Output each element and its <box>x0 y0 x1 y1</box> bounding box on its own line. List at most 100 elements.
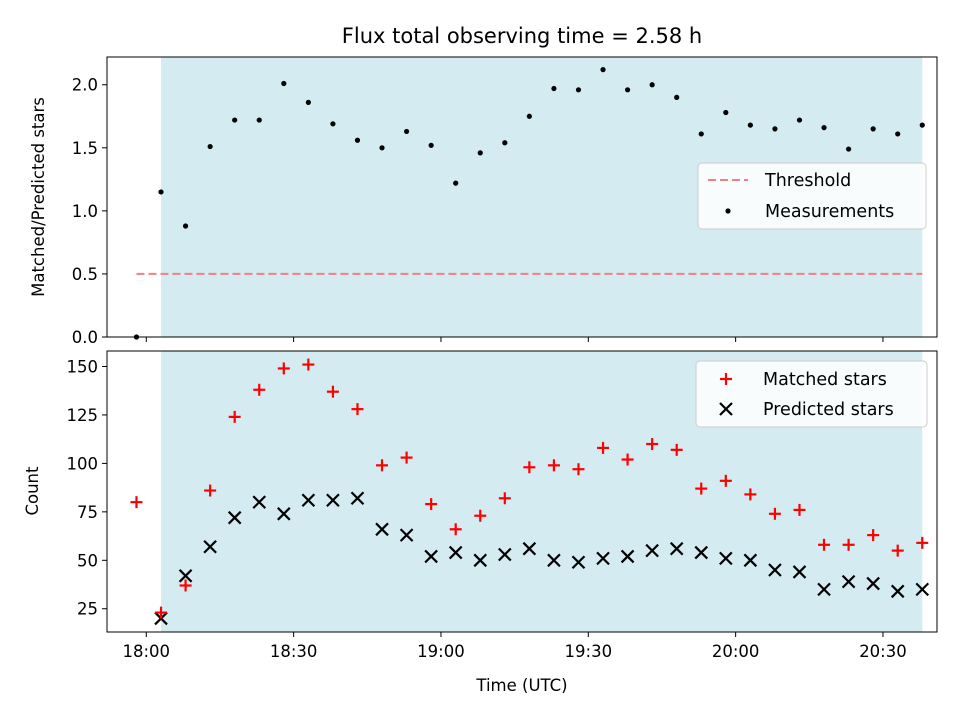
matched-star-point <box>400 451 413 464</box>
measurement-point <box>674 94 680 100</box>
measurement-point <box>281 80 287 87</box>
predicted-legend-marker <box>719 402 733 416</box>
predicted-star-point <box>473 553 488 568</box>
predicted-star-point <box>498 547 512 562</box>
bottom-legend: Matched stars Predicted stars <box>695 360 928 428</box>
matched-star-point <box>867 529 880 542</box>
predicted-star-point <box>645 543 659 558</box>
measurement-point <box>723 109 729 116</box>
measurement-point <box>821 125 827 131</box>
predicted-star-point <box>768 563 782 577</box>
predicted-star-point <box>203 539 217 554</box>
measurement-point <box>796 117 803 123</box>
matched-star-point <box>179 579 192 592</box>
top-x-axis-ticks <box>145 337 884 342</box>
predicted-star-point <box>399 528 414 542</box>
matched-star-point <box>228 410 241 423</box>
bottom-x-tick-label: 19:30 <box>565 642 613 661</box>
measurement-point <box>403 128 410 135</box>
matched-legend-label: Matched stars <box>763 370 887 390</box>
matched-star-point <box>130 496 143 509</box>
bottom-x-tick-label: 19:00 <box>417 642 465 661</box>
measurement-point <box>649 82 655 88</box>
bottom-y-tick-label: 125 <box>67 406 99 425</box>
predicted-star-point <box>350 491 365 506</box>
panel-bottom: 25 50 75 100 125 150 18:00 18:30 19:00 19:30 20:0… <box>23 350 938 695</box>
matched-star-point <box>376 459 389 472</box>
top-legend: Threshold Measurements <box>697 162 927 230</box>
matched-legend-marker <box>720 373 732 385</box>
predicted-star-point <box>915 582 930 597</box>
bottom-y-tick-label: 150 <box>67 358 99 377</box>
matched-star-point <box>474 509 487 522</box>
predicted-star-point <box>669 541 684 556</box>
measurement-point <box>895 131 901 137</box>
predicted-star-point <box>277 507 291 521</box>
bottom-y-tick-label: 50 <box>77 551 98 570</box>
measurement-point <box>624 87 631 93</box>
predicted-star-point <box>178 569 193 583</box>
measurements-legend-label: Measurements <box>765 202 894 222</box>
matched-star-point <box>425 498 438 511</box>
matched-star-point <box>572 463 585 476</box>
predicted-legend-label: Predicted stars <box>763 400 894 420</box>
matched-star-point <box>842 538 855 551</box>
matched-star-point <box>523 461 536 474</box>
measurement-point <box>845 146 852 152</box>
matched-star-point <box>597 441 610 454</box>
top-y-axis-label: Matched/Predicted stars <box>29 97 48 297</box>
measurement-point <box>919 122 925 128</box>
matched-star-point <box>302 358 315 371</box>
measurement-point <box>526 113 532 119</box>
measurement-point <box>354 137 361 143</box>
bottom-axes-frame <box>106 350 938 633</box>
measurement-point <box>256 117 262 123</box>
predicted-star-point <box>301 493 316 507</box>
matched-star-point <box>547 459 560 472</box>
measurement-point <box>870 126 876 132</box>
matched-star-point <box>744 488 757 501</box>
matched-star-point <box>695 482 708 495</box>
measurement-point <box>477 150 483 156</box>
measurement-point <box>772 126 778 132</box>
measurement-point <box>207 143 213 150</box>
bottom-x-axis-label: Time (UTC) <box>475 676 567 695</box>
matched-star-point <box>891 544 904 557</box>
predicted-star-point <box>743 553 758 568</box>
measurement-point <box>502 140 508 146</box>
predicted-star-point <box>694 545 709 560</box>
top-axes-frame <box>106 56 938 338</box>
predicted-star-point <box>841 574 856 589</box>
top-y-axis-ticks: 0.0 0.5 1.0 1.5 2.0 <box>72 76 107 347</box>
bottom-x-tick-label: 20:00 <box>712 642 760 661</box>
bottom-x-tick-label: 18:00 <box>123 642 171 661</box>
predicted-star-point <box>424 549 438 564</box>
measurement-point <box>330 121 336 127</box>
matched-star-point <box>253 383 266 396</box>
bottom-y-tick-label: 100 <box>67 454 99 473</box>
bottom-y-axis-label: Count <box>23 466 42 516</box>
bottom-y-axis-ticks: 25 50 75 100 125 150 <box>67 358 107 619</box>
measurement-point <box>305 99 311 106</box>
predicted-star-point <box>792 565 807 579</box>
bottom-y-tick-label: 75 <box>77 503 98 522</box>
top-y-tick-label: 1.5 <box>72 139 98 158</box>
predicted-star-point <box>326 493 340 507</box>
matched-star-point <box>670 443 683 456</box>
matched-star-point <box>818 538 831 551</box>
measurement-point <box>453 180 459 186</box>
matched-star-point <box>449 523 462 536</box>
matched-star-point <box>277 362 290 375</box>
measurement-point <box>747 122 753 128</box>
matched-star-point <box>498 492 511 505</box>
top-chart-title: Flux total observing time = 2.58 h <box>342 24 702 48</box>
predicted-star-point <box>448 545 463 560</box>
threshold-legend-label: Threshold <box>764 171 851 191</box>
predicted-star-point <box>620 549 635 564</box>
measurement-point <box>698 131 704 137</box>
measurement-point <box>158 189 164 195</box>
matched-star-point <box>719 474 732 487</box>
top-y-tick-label: 0.0 <box>72 328 98 347</box>
predicted-star-point <box>571 555 586 570</box>
